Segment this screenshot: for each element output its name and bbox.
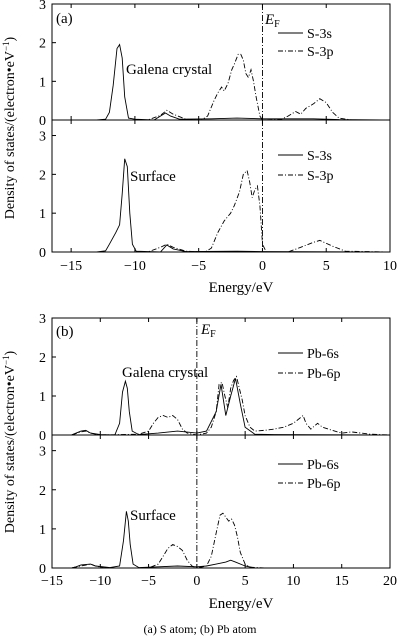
x-tick-label: 5 xyxy=(323,259,330,274)
x-tick-label: −5 xyxy=(191,259,206,274)
x-axis-label: Energy/eV xyxy=(209,596,274,612)
fermi-level-label: EF xyxy=(200,322,216,340)
y-axis-label: Density of states/(electron•eV−1) xyxy=(1,350,18,533)
y-tick-label: 3 xyxy=(39,130,46,145)
series-line-s-3p xyxy=(52,53,390,121)
x-tick-label: 20 xyxy=(383,574,397,589)
panel-title: Surface xyxy=(130,169,176,185)
x-axis-label: Energy/eV xyxy=(209,280,274,296)
x-tick-label: 15 xyxy=(335,574,349,589)
y-tick-label: 1 xyxy=(39,390,46,405)
panel-title: Galena crystal xyxy=(122,365,208,381)
x-tick-label: −10 xyxy=(89,574,111,589)
legend-label: Pb-6s xyxy=(307,458,339,473)
panel-frame xyxy=(51,119,391,253)
legend-label: S-3p xyxy=(307,169,333,184)
series-line-pb-6s xyxy=(52,511,390,569)
series-line-s-3s xyxy=(52,158,391,253)
panel-surface: 0 1 2 3 S-3s S-3p Surface xyxy=(39,119,391,261)
legend-label: Pb-6s xyxy=(307,347,339,362)
chart-label: (b) xyxy=(56,324,74,340)
x-tick-label: −15 xyxy=(60,259,82,274)
legend-label: S-3s xyxy=(307,149,332,164)
y-tick-label: 1 xyxy=(39,75,46,90)
y-tick-label: 3 xyxy=(39,0,46,13)
legend-label: Pb-6p xyxy=(307,367,340,382)
panel-surface: 0 1 2 3 Pb-6s Pb-6p Surface xyxy=(39,434,391,577)
y-tick-label: 3 xyxy=(39,445,46,460)
legend-label: Pb-6p xyxy=(307,477,340,492)
y-tick-label: 0 xyxy=(39,246,46,261)
series-line-pb-6s xyxy=(52,378,391,436)
y-tick-label: 2 xyxy=(39,484,46,499)
legend-label: S-3s xyxy=(307,27,332,42)
series-line-s-3p xyxy=(52,169,391,253)
panel-frame xyxy=(51,434,391,569)
y-tick-label: 0 xyxy=(39,429,46,444)
y-tick-label: 2 xyxy=(39,37,46,52)
legend-label: S-3p xyxy=(307,45,333,60)
chart-b: 0 1 2 3 Pb-6s Pb-6p Galena crystal 0 1 2 3 Pb-6s Pb-… xyxy=(1,312,397,612)
panel-title: Surface xyxy=(130,508,176,524)
y-axis-label: Density of states/(electron•eV−1) xyxy=(1,36,18,219)
y-tick-label: 2 xyxy=(39,351,46,366)
y-tick-label: 0 xyxy=(39,562,46,577)
figure-caption: (a) S atom; (b) Pb atom xyxy=(144,622,258,636)
y-tick-label: 0 xyxy=(39,114,46,129)
chart-a: 0 1 2 3 S-3s S-3p Galena crystal 0 1 2 3 S-3s S-3p Su… xyxy=(1,0,397,296)
x-tick-label: 5 xyxy=(242,574,249,589)
y-tick-label: 1 xyxy=(39,523,46,538)
x-tick-label: 10 xyxy=(383,259,397,274)
panel-crystal: 0 1 2 3 S-3s S-3p Galena crystal xyxy=(39,0,391,129)
panel-frame xyxy=(51,3,391,121)
y-tick-label: 1 xyxy=(39,207,46,222)
chart-label: (a) xyxy=(56,11,73,27)
series-line-s-3s xyxy=(52,43,391,121)
series-line-pb-6p xyxy=(52,375,391,436)
series-line-pb-6p xyxy=(52,512,390,569)
x-tick-label: −5 xyxy=(141,574,156,589)
x-tick-label: −10 xyxy=(124,259,146,274)
y-tick-label: 2 xyxy=(39,168,46,183)
x-tick-label: 0 xyxy=(259,259,266,274)
x-tick-label: 0 xyxy=(193,574,200,589)
fermi-level-label: EF xyxy=(264,12,280,30)
x-tick-label: −15 xyxy=(41,574,63,589)
panel-title: Galena crystal xyxy=(126,62,212,78)
x-tick-label: 10 xyxy=(286,574,300,589)
y-tick-label: 3 xyxy=(39,312,46,327)
